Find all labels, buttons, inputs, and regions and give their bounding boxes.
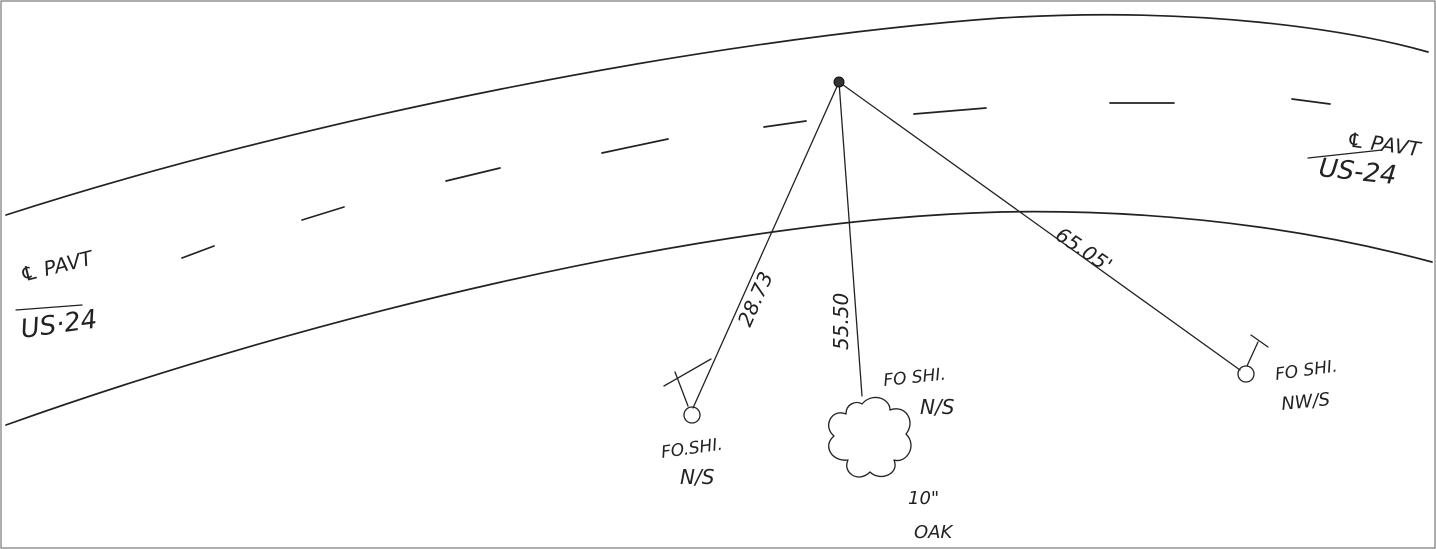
cl-label-left-top: ℄ PAVT (17, 245, 96, 287)
marker-left-icon (663, 358, 712, 424)
marker-right-label-2: NW/S (1280, 389, 1331, 415)
distance-label-left: 28.73 (733, 268, 778, 330)
marker-left-label-2: N/S (680, 465, 715, 489)
cl-right-underline (1307, 149, 1383, 159)
cl-label-right-bottom: US-24 (1317, 153, 1398, 191)
marker-mid-label-2: N/S (920, 395, 955, 419)
tree-icon (828, 396, 912, 478)
cl-label-left-bottom: US·24 (19, 305, 99, 345)
reference-point (833, 76, 845, 88)
measure-line-mid (838, 81, 863, 397)
cl-left-underline (15, 304, 83, 311)
road-edge-south (5, 210, 1433, 426)
measure-line-right (838, 81, 1241, 371)
marker-left-label-1: FO.SHI. (660, 435, 724, 463)
marker-mid-label-1: FO SHI. (882, 365, 946, 391)
tree-size-label: 10" (908, 488, 939, 509)
road-edge-north (5, 13, 1429, 216)
road-centerline-dashes (181, 98, 1331, 259)
tree-type-label: OAK (914, 522, 953, 543)
measure-line-left (692, 81, 840, 409)
marker-right-icon (1237, 334, 1269, 383)
marker-right-label-1: FO SHI. (1274, 356, 1339, 385)
distance-label-right: 65.05' (1051, 222, 1116, 277)
measurement-lines (692, 81, 1241, 409)
distance-label-mid: 55.50 (829, 293, 853, 350)
